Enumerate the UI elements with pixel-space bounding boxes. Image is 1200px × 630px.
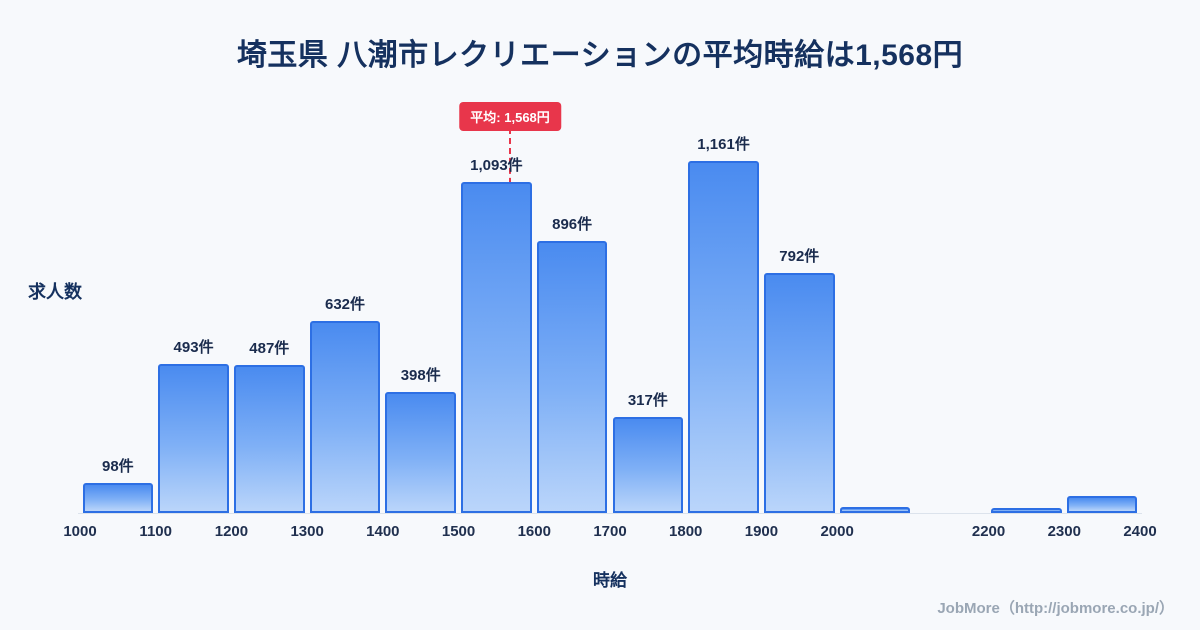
- chart-title: 埼玉県 八潮市レクリエーションの平均時給は1,568円: [236, 39, 964, 72]
- histogram-bar: [461, 181, 532, 513]
- bar-value-label: 632件: [324, 296, 366, 314]
- x-tick-label: 2400: [1123, 523, 1157, 540]
- histogram-bar: [82, 483, 154, 513]
- bar-value-label: 487件: [249, 340, 290, 358]
- histogram-bar: [385, 392, 457, 513]
- x-tick-label: 1100: [139, 523, 172, 540]
- x-tick-label: 2300: [1047, 523, 1081, 540]
- histogram-bar: [612, 416, 684, 513]
- histogram-bar: [763, 272, 835, 513]
- y-axis-label: 求人数: [28, 282, 82, 302]
- histogram-bar: [158, 363, 229, 513]
- bar-value-label: 317件: [627, 391, 668, 409]
- x-tick-label: 1700: [593, 523, 627, 540]
- x-tick-label: 2000: [820, 523, 854, 540]
- bar-value-label: 1,161件: [697, 135, 750, 153]
- x-tick-label: 1400: [366, 523, 400, 540]
- x-tick-label: 1800: [669, 523, 703, 540]
- bar-value-label: 1,093件: [470, 156, 523, 174]
- x-tick-label: 1500: [441, 523, 476, 540]
- footer-credit: JobMore（http://jobmore.co.jp/）: [937, 600, 1174, 617]
- histogram-bar: [991, 508, 1062, 513]
- bar-value-label: 398件: [400, 367, 441, 385]
- x-axis-label: 時給: [593, 571, 627, 590]
- x-tick-label: 2200: [971, 523, 1006, 540]
- x-tick-label: 1900: [744, 523, 779, 540]
- bar-value-label: 896件: [552, 216, 593, 234]
- histogram-bar: [536, 241, 608, 513]
- bar-value-label: 493件: [173, 338, 214, 356]
- plot-area: 平均: 1,568円 98件 493件 487件 632件 398件 1,093件 896件…: [63, 102, 1157, 540]
- bar-value-label: 792件: [779, 247, 820, 265]
- x-tick-label: 1200: [214, 523, 249, 540]
- histogram-bar: [1066, 496, 1138, 513]
- x-tick-label: 1300: [290, 523, 324, 540]
- histogram-bar: [309, 321, 381, 513]
- average-badge: 平均: 1,568円: [459, 102, 561, 131]
- x-axis-line: [78, 513, 1142, 514]
- x-tick-label: 1600: [517, 523, 551, 540]
- bar-value-label: 98件: [102, 458, 134, 476]
- histogram-bar: [839, 506, 911, 513]
- x-tick-label: 1000: [63, 523, 97, 540]
- histogram-bar: [688, 160, 759, 513]
- histogram-bar: [233, 365, 305, 513]
